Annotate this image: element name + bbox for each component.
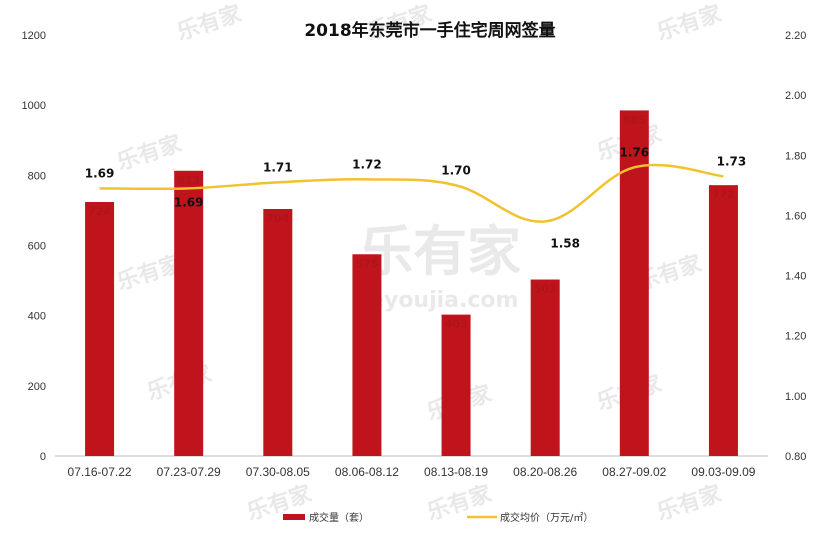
watermark-text: 乐有家 [424, 480, 496, 525]
bar [530, 279, 560, 456]
line-path [99, 163, 724, 223]
line-series: 1.69 1.69 1.71 1.72 1.70 1.58 1.76 1.73 [85, 145, 746, 250]
watermark-text: 乐有家 [654, 480, 726, 525]
y-left-tick-label: 800 [28, 170, 46, 182]
y-right-tick-label: 1.20 [785, 331, 806, 343]
bar-data-label: 724 [88, 205, 111, 218]
chart-title: 2018年东莞市一手住宅周网签量 [304, 20, 555, 41]
y-left-tick-label: 600 [28, 241, 46, 253]
bar-series: 724 813 704 575 403 503 985 772 [85, 110, 738, 456]
bar [708, 185, 738, 456]
left-axis: 0 200 400 600 800 1000 1200 [22, 30, 46, 463]
legend-label-bar: 成交量（套） [309, 511, 369, 524]
y-right-tick-label: 2.20 [785, 30, 806, 42]
bar-data-label: 575 [355, 257, 378, 270]
y-left-tick-label: 400 [28, 311, 46, 323]
x-tick-label: 09.03-09.09 [691, 465, 755, 479]
line-data-label: 1.72 [352, 157, 382, 171]
line-data-label: 1.70 [441, 163, 471, 177]
bar [619, 110, 649, 456]
bar [85, 201, 115, 456]
right-axis: 0.80 1.00 1.20 1.40 1.60 1.80 2.00 2.20 [785, 30, 806, 463]
watermark-brand-large: 乐有家 [359, 220, 521, 283]
bar [174, 170, 204, 456]
bar-data-label: 985 [623, 113, 646, 126]
y-left-tick-label: 1000 [22, 100, 46, 112]
x-tick-label: 08.06-08.12 [335, 465, 399, 479]
y-right-tick-label: 1.60 [785, 210, 806, 222]
legend: 成交量（套） 成交均价（万元/㎡） [283, 511, 593, 524]
bar-data-label: 403 [445, 318, 468, 331]
watermark-text: 乐有家 [654, 0, 726, 45]
x-axis-ticks: 07.16-07.22 07.23-07.29 07.30-08.05 08.06-0… [68, 465, 756, 479]
line-data-label: 1.76 [620, 145, 650, 159]
y-right-tick-label: 1.80 [785, 150, 806, 162]
y-left-tick-label: 200 [28, 381, 46, 393]
line-data-label: 1.58 [550, 236, 580, 250]
x-tick-label: 08.13-08.19 [424, 465, 488, 479]
line-data-label: 1.73 [717, 154, 747, 168]
y-left-tick-label: 1200 [22, 30, 46, 42]
line-data-label: 1.69 [85, 166, 115, 180]
watermark-text: 乐有家 [174, 0, 246, 45]
x-tick-label: 07.23-07.29 [157, 465, 221, 479]
watermark-site: leyoujia.com [362, 288, 519, 313]
bar [352, 254, 382, 456]
y-right-tick-label: 1.00 [785, 391, 806, 403]
bar-data-label: 704 [266, 212, 289, 225]
x-tick-label: 08.27-09.02 [602, 465, 666, 479]
y-right-tick-label: 2.00 [785, 90, 806, 102]
watermark-text: 乐有家 [114, 130, 186, 175]
x-tick-label: 07.30-08.05 [246, 465, 310, 479]
line-data-label: 1.71 [263, 160, 293, 174]
bar-data-label: 772 [712, 188, 735, 201]
y-left-tick-label: 0 [40, 451, 46, 463]
legend-swatch-bar [283, 514, 305, 520]
y-right-tick-label: 1.40 [785, 271, 806, 283]
line-data-label: 1.69 [174, 195, 204, 209]
bar [441, 314, 471, 456]
bar [263, 209, 293, 456]
bar-data-label: 503 [534, 283, 557, 296]
bar-data-label: 813 [177, 174, 200, 187]
y-right-tick-label: 0.80 [785, 451, 806, 463]
legend-label-line: 成交均价（万元/㎡） [500, 511, 593, 524]
x-tick-label: 07.16-07.22 [68, 465, 132, 479]
x-tick-label: 08.20-08.26 [513, 465, 577, 479]
